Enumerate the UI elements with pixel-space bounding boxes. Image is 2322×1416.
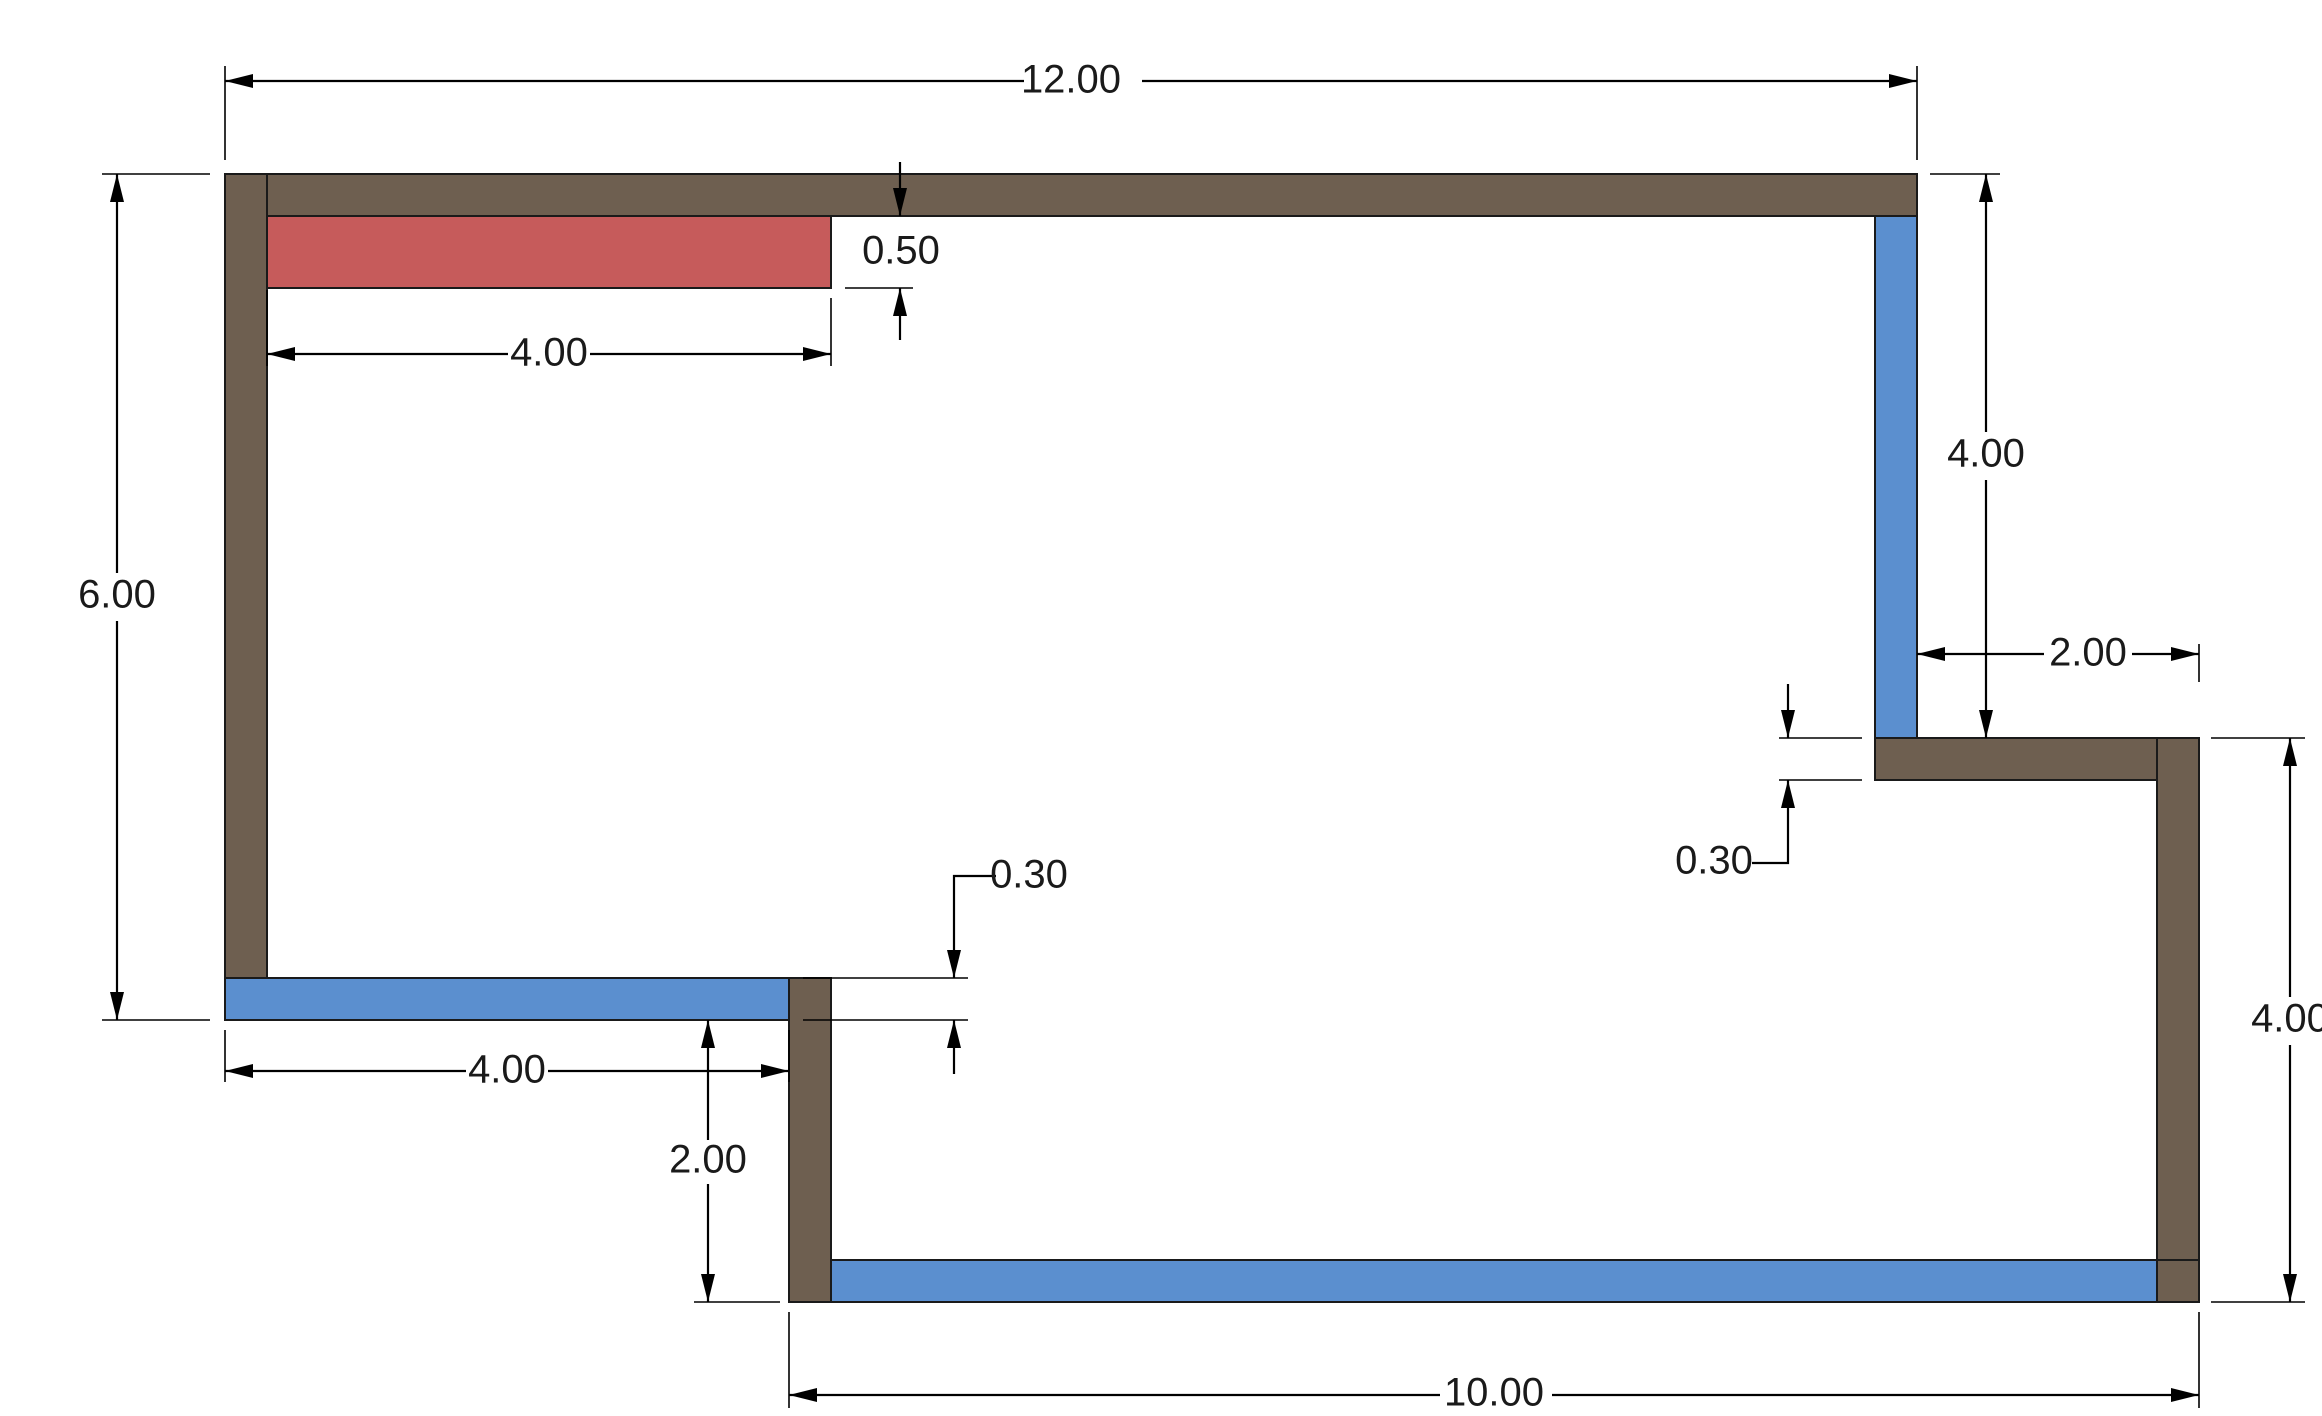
wall-right-lower — [2156, 737, 2200, 1303]
wall-top — [224, 173, 1918, 217]
label-top-width: 12.00 — [1021, 58, 1121, 102]
label-bottom-width: 10.00 — [1444, 1371, 1544, 1415]
wall-right-shelf — [1874, 737, 2200, 781]
label-wall-thickness-right: 0.30 — [1675, 839, 1753, 883]
label-counter-depth: 0.50 — [862, 229, 940, 273]
label-counter-width: 4.00 — [510, 331, 588, 375]
label-wall-thickness-left: 0.30 — [990, 853, 1068, 897]
wall-left — [224, 173, 268, 979]
wall-bottom-corner — [2156, 1259, 2200, 1303]
counter-block — [266, 215, 832, 289]
wall-inner-step — [788, 977, 832, 1303]
dimension-labels: 12.00 6.00 4.00 4.00 2.00 10.00 4.00 0.5… — [78, 58, 2322, 1416]
label-lower-left-window-width: 4.00 — [468, 1048, 546, 1092]
window-lower-left — [224, 977, 790, 1021]
label-right-upper-height: 4.00 — [1947, 432, 2025, 476]
label-step-down-height: 2.00 — [669, 1138, 747, 1182]
window-bottom — [830, 1259, 2158, 1303]
label-step-width: 2.00 — [2049, 631, 2127, 675]
label-right-lower-height: 4.00 — [2251, 997, 2322, 1041]
label-left-height: 6.00 — [78, 573, 156, 617]
window-right-upper — [1874, 215, 1918, 739]
windows — [224, 215, 2158, 1303]
